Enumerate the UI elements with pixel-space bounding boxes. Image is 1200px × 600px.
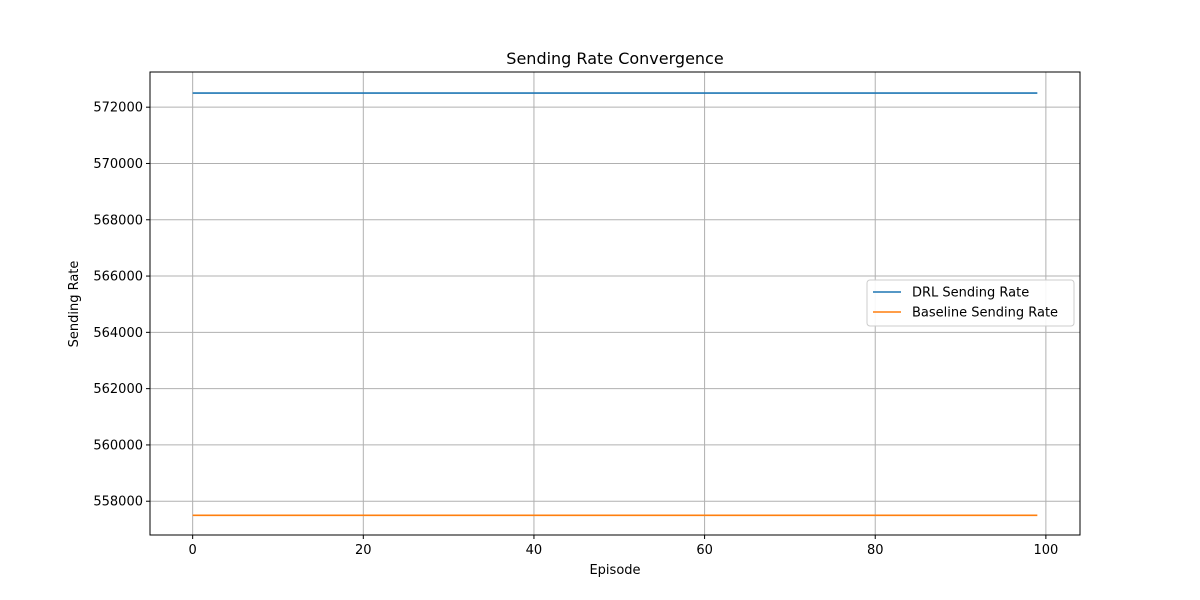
x-tick-label: 40 [526, 543, 543, 558]
legend: DRL Sending Rate Baseline Sending Rate [866, 279, 1075, 327]
y-axis-ticks: 558000 560000 562000 564000 566000 568000 5700… [93, 101, 150, 510]
plot-frame [149, 71, 1081, 536]
y-tick-label: 560000 [93, 438, 143, 453]
y-tick-label: 572000 [93, 101, 143, 116]
x-tick-label: 80 [867, 543, 884, 558]
x-tick-label: 60 [696, 543, 713, 558]
y-tick-label: 558000 [93, 495, 143, 510]
y-tick-label: 564000 [93, 326, 143, 341]
x-axis-ticks: 0 20 40 60 80 100 [189, 535, 1058, 558]
y-tick-label: 570000 [93, 157, 143, 172]
x-axis-label: Episode [589, 563, 640, 578]
series-lines [192, 92, 1038, 517]
x-tick-label: 0 [189, 543, 197, 558]
x-tick-label: 100 [1033, 543, 1058, 558]
y-tick-label: 566000 [93, 270, 143, 285]
y-tick-label: 562000 [93, 382, 143, 397]
chart-title: Sending Rate Convergence [506, 49, 723, 68]
x-tick-label: 20 [355, 543, 372, 558]
y-axis-label: Sending Rate [67, 261, 82, 348]
legend-box [866, 279, 1075, 327]
y-tick-label: 568000 [93, 213, 143, 228]
legend-label: Baseline Sending Rate [912, 306, 1058, 321]
legend-label: DRL Sending Rate [912, 286, 1029, 301]
